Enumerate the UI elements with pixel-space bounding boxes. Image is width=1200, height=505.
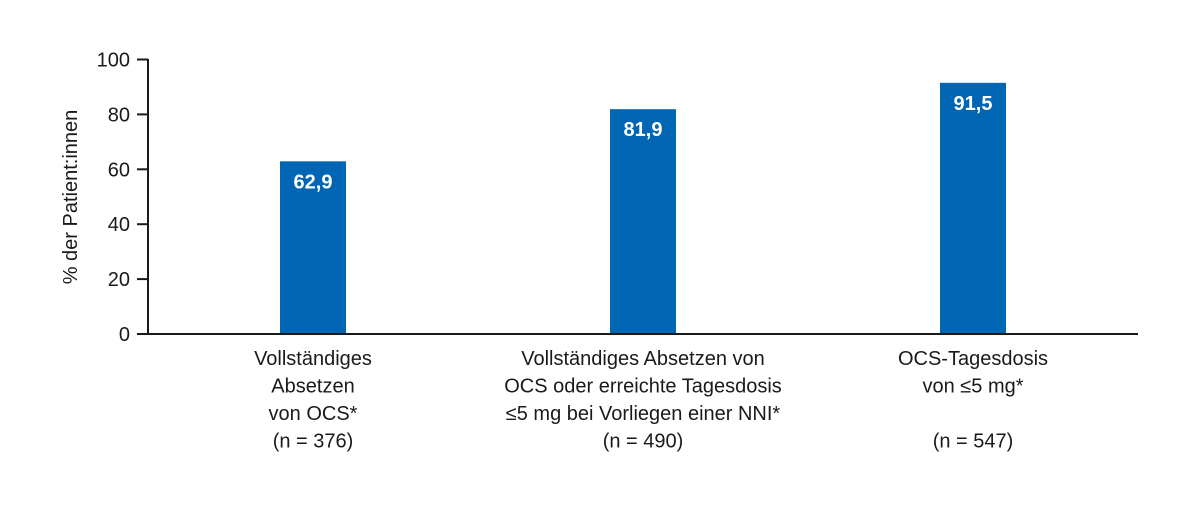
x-category-label: von OCS*	[269, 403, 358, 425]
x-category-label: OCS-Tagesdosis	[898, 348, 1048, 370]
x-category-label: OCS oder erreichte Tagesdosis	[504, 376, 782, 398]
y-tick-label: 40	[108, 214, 130, 236]
x-category-label: ≤5 mg bei Vorliegen einer NNI*	[506, 403, 781, 425]
y-tick-label: 80	[108, 104, 130, 126]
x-category-label: (n = 547)	[933, 431, 1014, 453]
bar-value-label: 81,9	[624, 119, 663, 141]
y-tick-label: 0	[119, 324, 130, 346]
bar	[280, 161, 346, 334]
y-tick-label: 20	[108, 269, 130, 291]
x-category-label: (n = 490)	[603, 431, 684, 453]
bar	[610, 109, 676, 334]
y-axis-label: % der Patient:innen	[60, 110, 82, 285]
bar	[940, 82, 1006, 335]
bar-value-label: 62,9	[294, 171, 333, 193]
y-tick-label: 60	[108, 159, 130, 181]
x-category-label: Vollständiges Absetzen von	[521, 348, 765, 370]
y-tick-label: 100	[97, 50, 130, 72]
x-category-label: Vollständiges	[254, 348, 372, 370]
x-category-label: (n = 376)	[273, 431, 354, 453]
bar-value-label: 91,5	[954, 93, 993, 115]
x-category-label: Absetzen	[271, 376, 354, 398]
x-category-label: von ≤5 mg*	[922, 376, 1023, 398]
